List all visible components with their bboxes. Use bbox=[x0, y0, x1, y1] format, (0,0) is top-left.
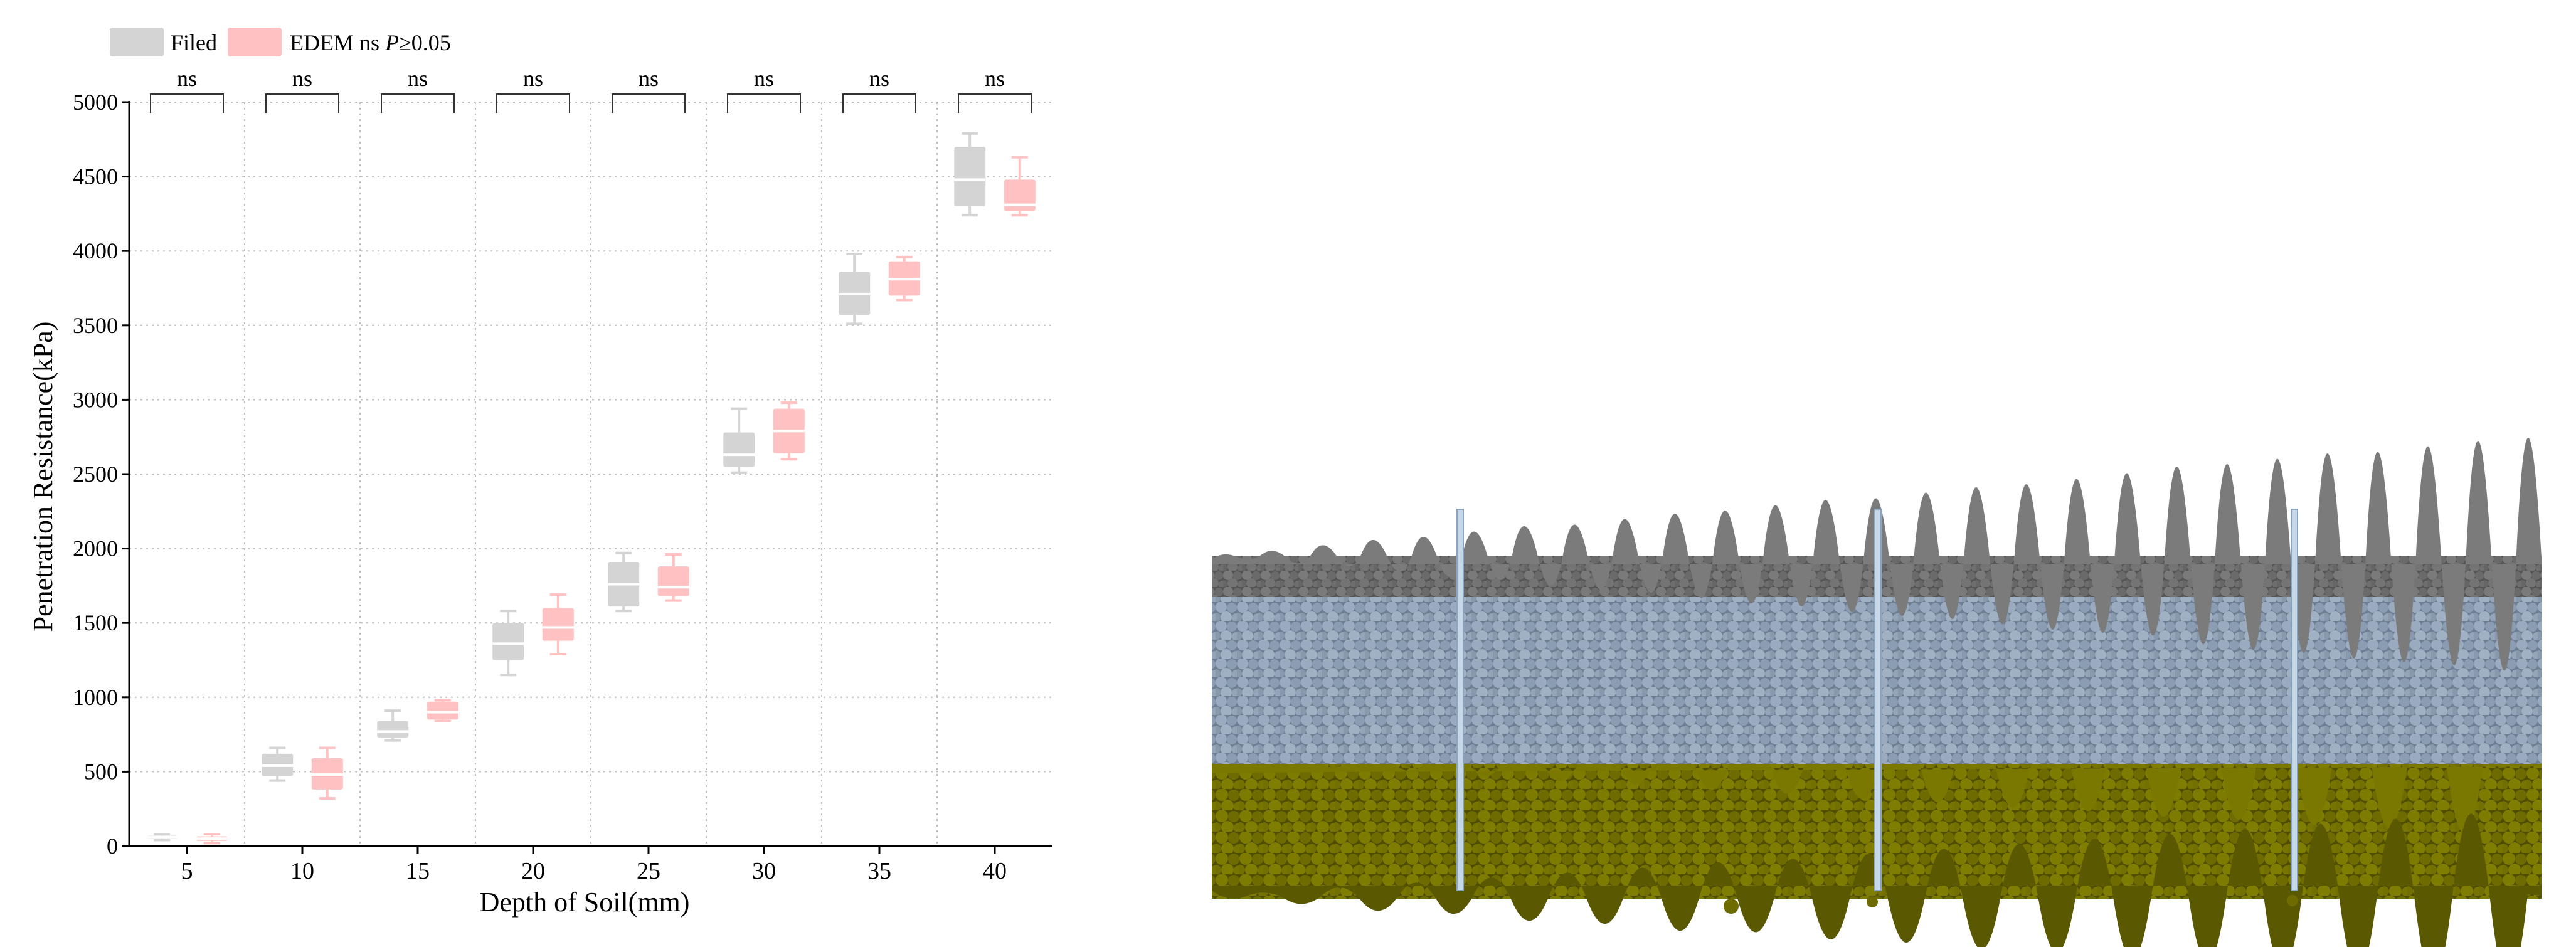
x-tick-label: 40 bbox=[983, 858, 1007, 884]
x-tick-label: 10 bbox=[290, 858, 314, 884]
penetrometer-probe bbox=[2291, 509, 2298, 891]
box-edem-5 bbox=[196, 833, 228, 845]
tick-labels: 0 500 1000 1500 2000 2500 3000 3500 4000 4500 5000… bbox=[73, 90, 1007, 884]
y-tick-label: 500 bbox=[84, 759, 118, 784]
significance-label: ns bbox=[639, 66, 659, 91]
box-body bbox=[954, 147, 986, 207]
y-tick-label: 1500 bbox=[73, 610, 118, 635]
penetrometer-probe bbox=[1874, 509, 1882, 891]
box-edem-10 bbox=[311, 746, 343, 800]
significance-label: ns bbox=[177, 66, 197, 91]
significance-label: ns bbox=[523, 66, 543, 91]
legend: Filed EDEM ns P≥0.05 bbox=[110, 28, 451, 56]
significance-label: ns bbox=[408, 66, 428, 91]
legend-p-symbol: P bbox=[384, 30, 399, 55]
x-tick-label: 35 bbox=[867, 858, 891, 884]
x-tick-label: 20 bbox=[521, 858, 545, 884]
y-tick-label: 5000 bbox=[73, 90, 118, 115]
soil-bin-simulation bbox=[1212, 437, 2542, 947]
box-body bbox=[542, 608, 574, 641]
box-filed-25 bbox=[608, 551, 640, 613]
box-edem-15 bbox=[427, 699, 458, 722]
significance-bracket bbox=[612, 93, 686, 113]
box-body bbox=[723, 432, 755, 467]
significance-bracket bbox=[496, 93, 570, 113]
legend-swatch-edem bbox=[228, 28, 282, 56]
significance-label: ns bbox=[292, 66, 312, 91]
significance-label: ns bbox=[869, 66, 889, 91]
y-tick-label: 0 bbox=[107, 833, 118, 859]
box-body bbox=[657, 566, 689, 596]
box-body bbox=[377, 721, 409, 738]
y-axis-label: Penetration Resistance(kPa) bbox=[28, 322, 58, 632]
significance-bracket bbox=[727, 93, 801, 113]
legend-p-threshold: ≥0.05 bbox=[399, 30, 451, 55]
grid-lines bbox=[129, 102, 1052, 846]
box-filed-40 bbox=[954, 132, 986, 217]
legend-edem-text: EDEM bbox=[290, 30, 354, 55]
legend-label-edem: EDEM ns P≥0.05 bbox=[290, 30, 451, 55]
legend-label-filed: Filed bbox=[171, 30, 217, 55]
significance-bracket bbox=[265, 93, 339, 113]
y-tick-label: 2500 bbox=[73, 462, 118, 487]
y-tick-label: 1000 bbox=[73, 685, 118, 710]
legend-ns-text: ns bbox=[359, 30, 379, 55]
x-tick-label: 25 bbox=[637, 858, 660, 884]
box-filed-10 bbox=[262, 746, 294, 782]
box-body bbox=[1004, 179, 1036, 211]
box-body bbox=[492, 623, 524, 660]
significance-bracket bbox=[150, 93, 224, 113]
significance-bracket bbox=[958, 93, 1032, 113]
x-axis-label: Depth of Soil(mm) bbox=[480, 887, 690, 918]
box-filed-5 bbox=[146, 833, 178, 842]
stray-particle bbox=[1867, 896, 1878, 907]
box-plot: ns ns ns ns ns ns ns ns 0 500 1000 1500 2000 2500 300… bbox=[28, 28, 1052, 918]
significance-bracket bbox=[842, 93, 916, 113]
box-body bbox=[427, 701, 458, 720]
legend-swatch-filed bbox=[110, 28, 164, 56]
y-tick-label: 3500 bbox=[73, 313, 118, 338]
y-tick-label: 4000 bbox=[73, 238, 118, 263]
significance-brackets: ns ns ns ns ns ns ns ns bbox=[150, 66, 1032, 113]
y-tick-label: 2000 bbox=[73, 536, 118, 561]
stray-particle bbox=[1724, 899, 1739, 914]
x-tick-label: 15 bbox=[406, 858, 430, 884]
box-edem-35 bbox=[888, 255, 920, 302]
y-tick-label: 3000 bbox=[73, 387, 118, 412]
y-tick-label: 4500 bbox=[73, 164, 118, 189]
box-edem-25 bbox=[657, 553, 689, 602]
x-tick-label: 5 bbox=[181, 858, 193, 884]
x-tick-label: 30 bbox=[752, 858, 776, 884]
box-filed-35 bbox=[839, 252, 871, 325]
box-filed-20 bbox=[492, 610, 524, 677]
significance-bracket bbox=[381, 93, 455, 113]
box-edem-40 bbox=[1004, 156, 1036, 217]
significance-label: ns bbox=[985, 66, 1005, 91]
significance-label: ns bbox=[754, 66, 774, 91]
box-series bbox=[146, 132, 1036, 845]
box-filed-30 bbox=[723, 407, 755, 474]
stray-particle bbox=[2287, 895, 2298, 906]
box-filed-15 bbox=[377, 709, 409, 742]
penetrometer-probe bbox=[1456, 509, 1464, 891]
box-edem-30 bbox=[773, 401, 805, 461]
box-edem-20 bbox=[542, 593, 574, 656]
